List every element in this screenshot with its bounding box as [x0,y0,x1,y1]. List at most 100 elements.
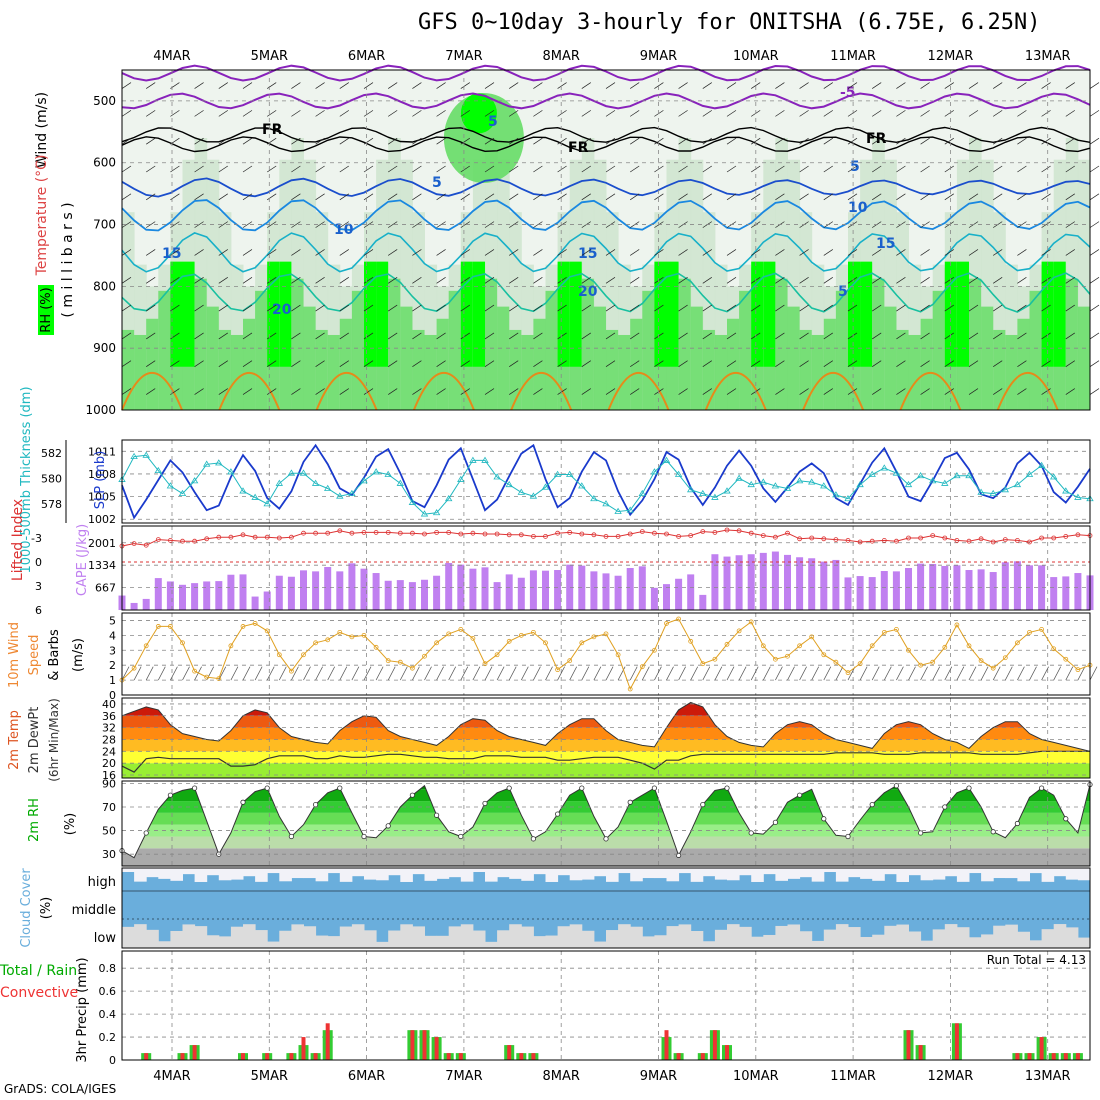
wind-point [942,644,948,650]
wind-barb [630,276,640,284]
rh-shade [944,261,957,367]
thickness-point [493,473,501,480]
wind-barb [557,165,567,173]
rh-shade [860,261,873,367]
cape-bar [626,568,634,610]
cape-bar [675,578,683,610]
wind-barb [654,276,664,284]
cloud-high-gap [606,868,619,882]
thickness-point [1074,493,1082,500]
li-point [555,530,560,536]
wind-barb [412,360,422,368]
wind-barb [194,82,204,89]
wind-barb [533,137,543,145]
li-point [906,535,911,541]
cape-bar [493,582,501,610]
li-point [760,533,766,538]
date-label-bottom: 5MAR [251,1069,288,1084]
wind-point [434,640,440,646]
wind-barb [412,110,422,117]
wind-barb [315,137,325,145]
cloud-high-gap [642,868,655,879]
thickness-point [420,510,429,517]
wind-barb-10m [472,666,481,681]
cape-bar [771,551,779,610]
wind-barb [726,82,737,89]
cloud-low-gap [134,924,147,948]
wind-barb [920,360,930,368]
cloud-frame [121,867,1091,949]
wind-barb [412,221,422,228]
wind-barb [702,249,712,256]
wind-barb [315,276,325,284]
li-ytick: 6 [35,604,42,617]
precip-conv-bar [1015,1053,1020,1060]
rh-shade [158,290,171,410]
wind-point [639,664,645,670]
cloud-low-gap [291,924,304,948]
precip-conv-bar [313,1053,318,1060]
wind-barb [460,388,470,395]
rh-ytick: 50 [102,825,116,838]
wind-barb [630,360,640,368]
li-point [700,529,706,534]
wind-series [121,618,1091,691]
cloud-low-gap [884,925,897,948]
wind-point [288,668,294,674]
wind-barb [993,193,1003,201]
wind-barb [872,304,882,312]
wind-barb [896,165,906,173]
wind-barb [509,193,519,201]
wind-point [192,668,198,674]
isotherm [121,199,1091,232]
wind-point [615,652,621,658]
cape-bar [808,558,816,610]
wind-point [252,621,258,626]
wind-barb [1017,110,1027,117]
wind-point [603,631,609,637]
wind-barb [823,388,833,395]
wind-barb [267,137,277,145]
cape-bar [191,583,199,610]
wind-barb [557,137,567,145]
wind-barb [702,360,712,368]
rh-shade [351,290,365,410]
cloud-low-gap [1029,940,1043,948]
thickness-point [868,470,876,477]
rh-point [361,833,367,840]
li-point [1027,539,1032,545]
wind-barb [654,193,664,201]
isotherm-warm [510,371,573,411]
rh-point [1014,820,1021,827]
cloud-low-gap [678,924,692,948]
isotherm-warm [802,371,865,411]
wind-barb [412,193,422,201]
wind-barb [218,137,228,145]
wind-barb [363,332,374,340]
rh-shade [460,93,497,134]
rh-point [917,830,924,836]
wind-barb-10m [218,666,227,681]
wind-barb [267,221,277,228]
wind-barb [872,110,882,117]
thickness-point [941,479,949,486]
cape-bar [1074,573,1082,610]
wind-barb [823,193,833,201]
cloud-label: Cloud Cover [19,868,34,948]
wind-point [797,643,802,649]
wind-barb [557,82,567,89]
cloud-high-gap [194,868,208,882]
wind-barb [872,249,882,256]
wind-barb-10m [980,666,989,681]
cloud-low-gap [593,941,607,948]
wind-barb [993,110,1003,117]
rh-point [627,799,633,805]
rh-ytick: 70 [102,801,116,814]
wind-barb [1017,193,1027,201]
isotherm-warm [899,371,962,411]
wind-barb [557,304,567,312]
wind-barb [1065,332,1075,340]
date-label-top: 12MAR [928,49,974,64]
wind-point [1051,646,1057,652]
wind-barb-10m [702,666,711,681]
